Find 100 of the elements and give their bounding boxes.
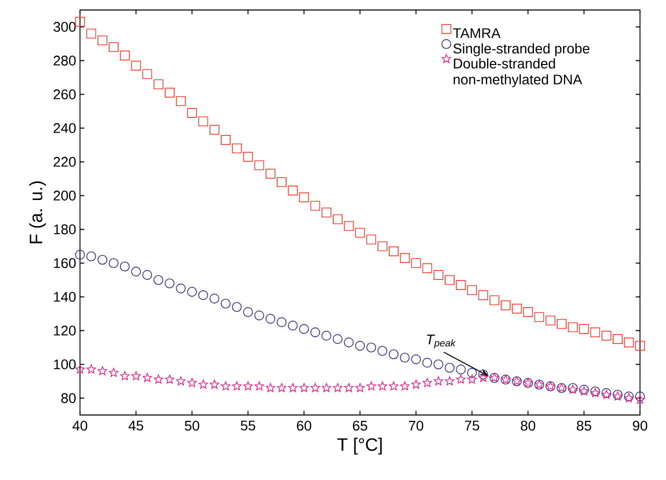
- point: [131, 371, 141, 380]
- point: [556, 318, 566, 329]
- point: [164, 374, 174, 384]
- point: [266, 314, 276, 324]
- point: [344, 221, 354, 231]
- point: [288, 383, 298, 392]
- point: [467, 374, 477, 384]
- point: [220, 298, 230, 309]
- point: [344, 338, 354, 348]
- x-tick-label: 45: [128, 420, 144, 431]
- point: [176, 96, 186, 106]
- x-tick-label: 40: [72, 420, 88, 431]
- point: [444, 275, 454, 285]
- point: [86, 28, 96, 39]
- point: [98, 254, 108, 265]
- point: [232, 381, 242, 390]
- point: [187, 378, 197, 387]
- legend-label: Double-stranded non-methylated DNA: [454, 58, 582, 88]
- point: [310, 200, 320, 211]
- point: [75, 16, 85, 27]
- point: [243, 152, 253, 162]
- point: [512, 304, 522, 314]
- point: [332, 383, 342, 392]
- point: [366, 342, 376, 352]
- point: [534, 312, 544, 322]
- point: [288, 186, 298, 196]
- point: [411, 380, 421, 389]
- point: [299, 324, 309, 334]
- point: [456, 280, 466, 290]
- point: [75, 250, 85, 260]
- x-tick-label: 55: [240, 420, 256, 431]
- point: [478, 290, 488, 300]
- x-tick-label: 80: [520, 420, 536, 431]
- point: [220, 381, 230, 390]
- point: [355, 383, 365, 392]
- point: [400, 381, 410, 390]
- point: [232, 143, 242, 154]
- point: [322, 383, 332, 392]
- point: [120, 371, 130, 380]
- point: [254, 160, 264, 170]
- point: [422, 358, 432, 368]
- point: [635, 340, 645, 351]
- point: [288, 320, 298, 330]
- point: [332, 214, 342, 224]
- point: [232, 302, 242, 312]
- y-tick-label: 160: [54, 258, 76, 268]
- point: [624, 338, 634, 348]
- y-tick-label: 140: [54, 292, 76, 302]
- point: [86, 251, 96, 262]
- point: [355, 228, 365, 238]
- point: [254, 310, 264, 320]
- y-tick-label: 100: [54, 359, 76, 370]
- point: [444, 376, 454, 386]
- point: [243, 307, 253, 317]
- point: [635, 394, 645, 404]
- point: [546, 316, 556, 326]
- point: [478, 370, 488, 380]
- x-tick-label: 90: [632, 420, 648, 431]
- point: [142, 270, 152, 280]
- point: [187, 286, 197, 297]
- point: [444, 362, 454, 373]
- point: [220, 135, 230, 145]
- point: [411, 354, 421, 364]
- point: [98, 366, 108, 376]
- point: [276, 317, 286, 328]
- point: [108, 368, 118, 377]
- y-tick-label: 200: [54, 190, 76, 201]
- point: [378, 381, 388, 390]
- point: [434, 359, 444, 370]
- point: [434, 270, 444, 280]
- point: [635, 392, 645, 402]
- point: [612, 334, 622, 344]
- x-tick-label: 50: [184, 420, 200, 431]
- point: [154, 374, 164, 384]
- legend-label: TAMRA: [453, 28, 501, 38]
- point: [456, 364, 466, 374]
- x-tick-label: 75: [464, 420, 480, 431]
- point: [154, 79, 164, 90]
- point: [388, 381, 398, 390]
- point: [276, 177, 286, 188]
- point: [568, 322, 578, 332]
- point: [400, 253, 410, 263]
- point: [299, 383, 309, 392]
- y-tick-label: 80: [61, 393, 76, 404]
- x-tick-label: 70: [408, 420, 424, 431]
- x-tick-label: 65: [352, 420, 368, 431]
- x-tick-label: 60: [296, 420, 312, 431]
- point: [378, 241, 388, 252]
- point: [388, 349, 398, 360]
- point: [500, 300, 510, 310]
- point: [467, 368, 477, 378]
- x-axis-title: T [°C]: [337, 438, 382, 454]
- point: [266, 168, 276, 179]
- y-tick-label: 120: [54, 326, 76, 336]
- y-axis-title: F (a. u.): [29, 181, 46, 244]
- point: [164, 278, 174, 288]
- point: [210, 124, 220, 135]
- point: [411, 258, 421, 268]
- point: [210, 294, 220, 304]
- point: [422, 378, 432, 387]
